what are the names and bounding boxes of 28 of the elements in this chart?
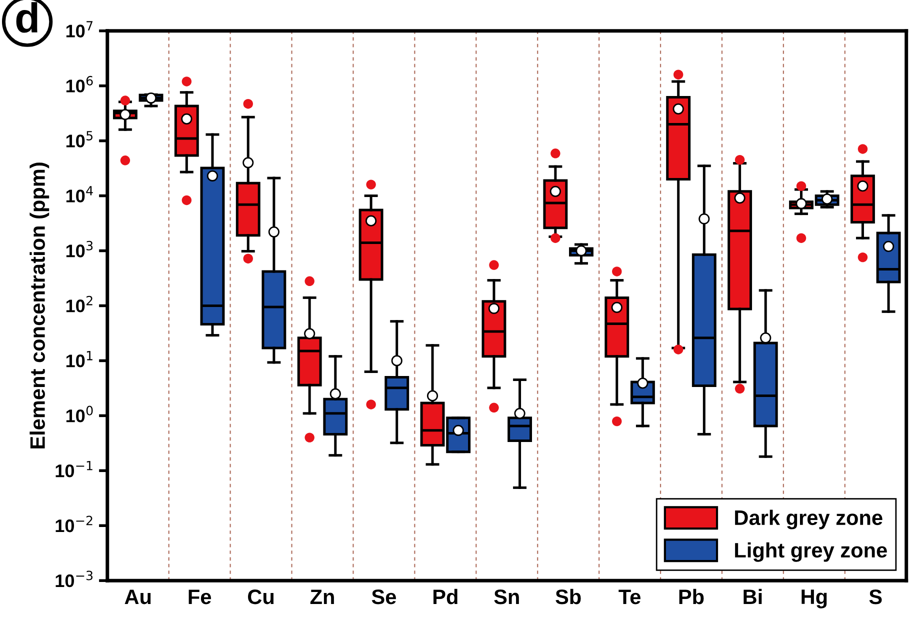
x-tick-label: Te: [618, 590, 640, 604]
y-tick-label: 10$^{−2}$: [56, 516, 92, 532]
x-tick-label: Se: [372, 589, 396, 604]
y-tick-label: 10$^{5}$: [66, 131, 92, 148]
y-tick-label: 10$^{3}$: [66, 240, 93, 258]
x-tick-label: Au: [124, 590, 151, 604]
x-tick-label: Sn: [494, 589, 519, 604]
legend-label: Light grey zone: [735, 542, 887, 562]
y-tick-label: 10$^{−1}$: [56, 460, 92, 478]
y-tick-label: 10$^{0}$: [66, 406, 93, 422]
y-tick-label: 10$^{4}$: [66, 186, 93, 202]
y-axis-title: Element concentration (ppm): [30, 162, 50, 448]
x-tick-label: Hg: [802, 590, 827, 608]
y-tick-label: 10$^{1}$: [66, 350, 92, 368]
y-tick-label: 10$^{7}$: [66, 21, 93, 38]
y-tick-label: 10$^{6}$: [66, 76, 93, 92]
x-tick-label: Fe: [188, 590, 212, 604]
x-tick-label: Pd: [433, 588, 458, 604]
x-tick-label: Zn: [310, 590, 334, 604]
x-tick-label: S: [869, 589, 882, 604]
x-tick-label: Sb: [556, 588, 581, 604]
text: d: [16, 2, 38, 33]
x-tick-label: Pb: [679, 588, 704, 604]
x-tick-label: Cu: [248, 589, 274, 604]
y-tick-label: 10$^{2}$: [66, 296, 92, 312]
x-tick-label: Bi: [744, 588, 762, 604]
y-tick-label: 10$^{−3}$: [56, 570, 93, 588]
legend-label: Dark grey zone: [735, 510, 882, 530]
